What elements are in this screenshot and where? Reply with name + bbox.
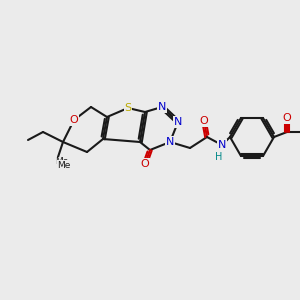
Text: O: O (141, 159, 149, 169)
Text: S: S (124, 103, 132, 113)
Text: O: O (283, 113, 291, 123)
Text: O: O (200, 116, 208, 126)
Text: N: N (218, 140, 226, 150)
Text: N: N (158, 102, 166, 112)
Text: N: N (174, 117, 182, 127)
Text: O: O (70, 115, 78, 125)
Text: Me: Me (57, 160, 71, 169)
Text: N: N (166, 137, 174, 147)
Text: H: H (215, 152, 223, 162)
Text: Me: Me (55, 158, 69, 166)
